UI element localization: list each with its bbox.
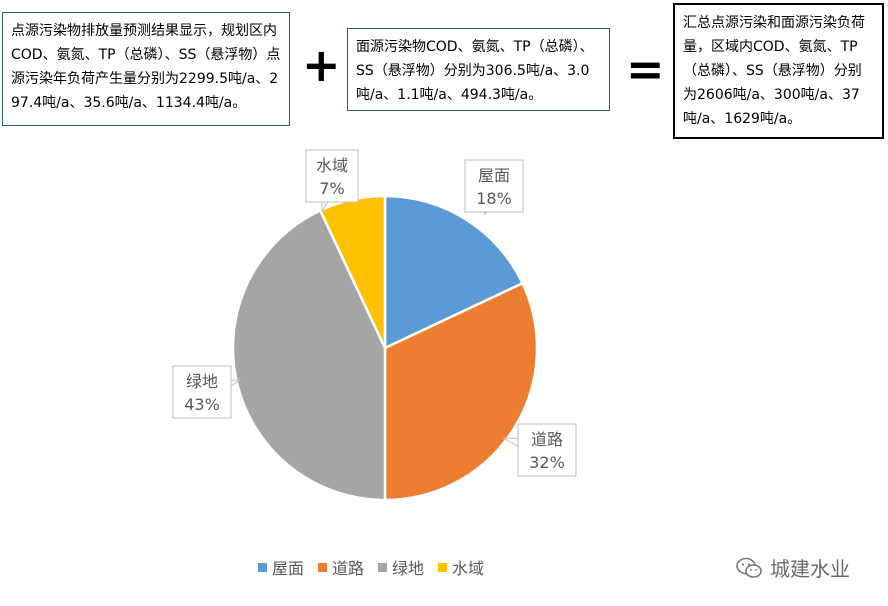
pie-slice <box>383 194 525 350</box>
data-label: 屋面 18% <box>464 159 524 216</box>
data-label-category: 绿地 <box>186 372 218 391</box>
pie-callouts: 屋面 18% 道路 32% 绿地 43% 水域 7% <box>172 149 577 477</box>
pie-slice <box>383 281 539 502</box>
chart-legend: 屋面 道路 绿地 水域 <box>258 555 484 579</box>
data-label-value: 43% <box>184 395 220 414</box>
legend-item: 绿地 <box>378 555 424 579</box>
legend-item: 道路 <box>318 555 364 579</box>
legend-label: 绿地 <box>392 559 425 578</box>
wechat-icon <box>736 557 762 578</box>
data-label-value: 32% <box>529 453 565 472</box>
legend-label: 水域 <box>452 559 485 578</box>
watermark: 城建水业 <box>736 553 850 582</box>
legend-swatch <box>378 562 388 572</box>
legend-label: 道路 <box>332 559 365 578</box>
total-load-note: 汇总点源污染和面源污染负荷量，区域内COD、氨氮、TP（总磷）、SS（悬浮物）分… <box>673 3 884 139</box>
legend-item: 屋面 <box>258 555 304 579</box>
data-label-category: 屋面 <box>478 166 510 185</box>
legend-swatch <box>438 562 448 572</box>
pie-slices <box>231 194 539 502</box>
data-label-category: 道路 <box>531 430 563 449</box>
legend-item: 水域 <box>438 555 484 579</box>
legend-label: 屋面 <box>272 559 305 578</box>
data-label-value: 7% <box>319 179 344 198</box>
plus-operator: + <box>302 38 341 92</box>
data-label: 绿地 43% <box>172 365 242 419</box>
data-label: 水域 7% <box>305 149 359 213</box>
data-label: 道路 32% <box>502 423 577 477</box>
equals-operator: = <box>626 42 665 96</box>
legend-swatch <box>318 562 328 572</box>
data-label-value: 18% <box>476 189 512 208</box>
nonpoint-source-note: 面源污染物COD、氨氮、TP（总磷）、SS（悬浮物）分别为306.5吨/a、3.… <box>347 28 610 111</box>
legend-swatch <box>258 562 267 572</box>
point-source-note: 点源污染物排放量预测结果显示，规划区内COD、氨氮、TP（总磷）、SS（悬浮物）… <box>2 12 290 126</box>
watermark-text: 城建水业 <box>770 557 850 581</box>
data-label-category: 水域 <box>316 156 348 175</box>
